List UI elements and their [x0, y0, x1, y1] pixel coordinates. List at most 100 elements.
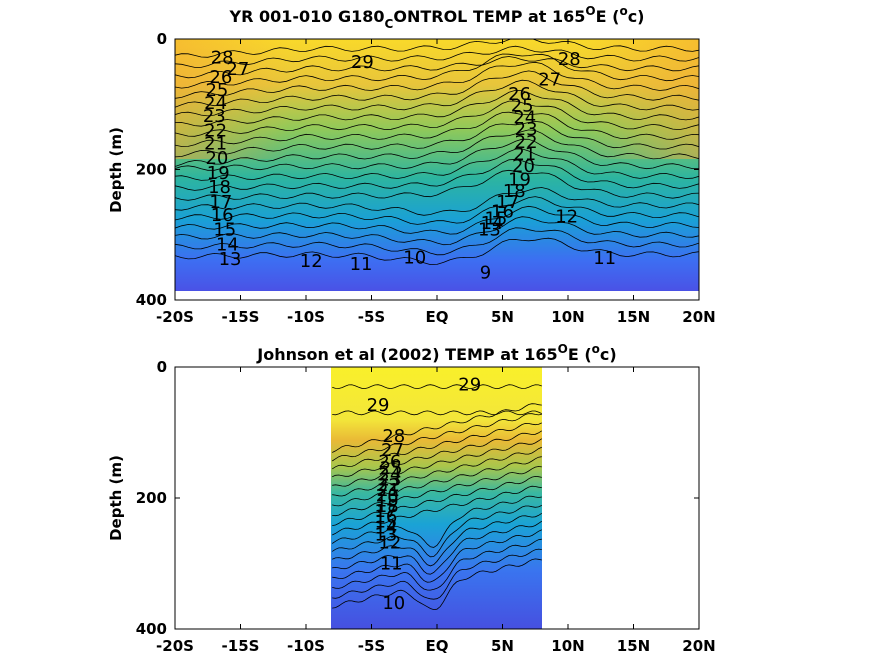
isotherm-line [175, 158, 699, 191]
chart-title-bottom: Johnson et al (2002) TEMP at 165OE (oc) [256, 342, 616, 364]
x-tick-label: 20N [682, 308, 715, 326]
isotherm-line [332, 529, 542, 583]
contour-label: 14 [374, 517, 397, 538]
isotherm-line [175, 129, 699, 167]
contour-label: 23 [378, 470, 401, 491]
isotherm-line [332, 403, 542, 453]
y-tick-label: 0 [157, 30, 167, 48]
y-tick-label: 400 [136, 620, 167, 638]
contour-label: 16 [211, 205, 234, 226]
isotherm-line [175, 89, 699, 127]
contour-label: 12 [555, 206, 578, 227]
contour-label: 24 [513, 107, 536, 128]
isotherm-line [332, 430, 543, 478]
x-tick-label: -20S [156, 308, 194, 326]
contour-label: 13 [219, 249, 242, 270]
x-tick-label: -10S [287, 637, 325, 655]
contour-label: 18 [376, 496, 399, 517]
contour-label: 29 [351, 52, 374, 73]
contour-label: 25 [205, 80, 228, 101]
isotherm-line [175, 61, 699, 99]
isotherm-line [332, 475, 542, 526]
contour-label: 18 [503, 181, 526, 202]
contour-label: 20 [512, 156, 535, 177]
contour-label: 10 [382, 593, 405, 614]
contour-label: 29 [367, 395, 390, 416]
panel-top: YR 001-010 G180CONTROL TEMP at 165OE (oc… [107, 4, 716, 326]
contour-label: 20 [376, 485, 399, 506]
y-axis-top: 0 200 400 [136, 30, 699, 309]
contour-label: 20 [205, 148, 228, 169]
isotherm-line [175, 196, 699, 225]
contour-label: 28 [211, 47, 234, 68]
isotherm-line [175, 227, 699, 256]
x-tick-label: -10S [287, 308, 325, 326]
contour-label: 22 [204, 120, 227, 141]
contour-label: 17 [209, 192, 232, 213]
contour-label: 12 [378, 533, 401, 554]
contour-label: 19 [376, 491, 399, 512]
contour-label: 11 [593, 248, 616, 269]
contour-label: 27 [538, 69, 561, 90]
isotherm-line [332, 548, 542, 600]
contour-label: 12 [300, 251, 323, 272]
isotherm-line [331, 505, 542, 558]
contour-label: 14 [481, 213, 504, 234]
contour-label: 10 [403, 248, 426, 269]
contour-label: 16 [374, 506, 397, 527]
contour-label: 27 [226, 59, 249, 80]
x-tick-label: EQ [426, 637, 449, 655]
isotherm-line [332, 538, 542, 591]
contour-lines-bottom [331, 384, 543, 611]
chart-title-top: YR 001-010 G180CONTROL TEMP at 165OE (oc… [229, 4, 645, 31]
isotherm-line [175, 120, 699, 158]
y-tick-label: 0 [157, 358, 167, 376]
x-tick-label: 15N [617, 637, 650, 655]
x-tick-label: 5N [491, 308, 514, 326]
x-tick-label: 5N [491, 637, 514, 655]
x-tick-label: 20N [682, 637, 715, 655]
isotherm-line [175, 53, 699, 89]
x-tick-label: 15N [617, 308, 650, 326]
contour-label: 17 [374, 501, 397, 522]
y-axis-label-top: Depth (m) [107, 127, 125, 213]
isotherm-line [175, 45, 699, 68]
contour-label: 22 [377, 475, 400, 496]
panel-bottom: Johnson et al (2002) TEMP at 165OE (oc) … [107, 342, 716, 655]
x-tick-label: 10N [551, 637, 584, 655]
contour-label: 17 [496, 192, 519, 213]
x-axis-top: -20S -15S -10S -5S EQ 5N 10N 15N 20N [156, 39, 716, 326]
contour-label: 9 [480, 263, 491, 284]
contour-label: 23 [515, 119, 538, 140]
contour-label: 27 [381, 440, 404, 461]
x-tick-label: -15S [222, 308, 260, 326]
isotherm-line [332, 446, 542, 497]
x-tick-label: 10N [551, 308, 584, 326]
contour-label: 11 [380, 554, 403, 575]
contour-label: 25 [511, 96, 534, 117]
isotherm-line [332, 384, 542, 390]
isotherm-line [332, 520, 543, 575]
contour-label: 13 [478, 220, 501, 241]
contour-label: 28 [558, 49, 581, 70]
x-tick-label: -5S [358, 308, 385, 326]
isotherm-line [332, 466, 542, 517]
contour-label: 28 [382, 426, 405, 447]
contour-label: 22 [515, 132, 538, 153]
isotherm-line [332, 438, 543, 487]
contour-label: 19 [207, 163, 230, 184]
isotherm-line [332, 485, 542, 536]
contour-label: 25 [380, 458, 403, 479]
isotherm-line [175, 100, 699, 137]
y-tick-label: 200 [136, 161, 167, 179]
y-axis-label-bottom: Depth (m) [107, 455, 125, 541]
contour-label: 26 [508, 84, 531, 105]
contour-label: 15 [484, 208, 507, 229]
isotherm-line [332, 512, 543, 567]
isotherm-line [332, 558, 542, 611]
isotherm-line [175, 237, 699, 266]
isotherm-line [175, 70, 699, 108]
x-tick-label: -5S [358, 637, 385, 655]
